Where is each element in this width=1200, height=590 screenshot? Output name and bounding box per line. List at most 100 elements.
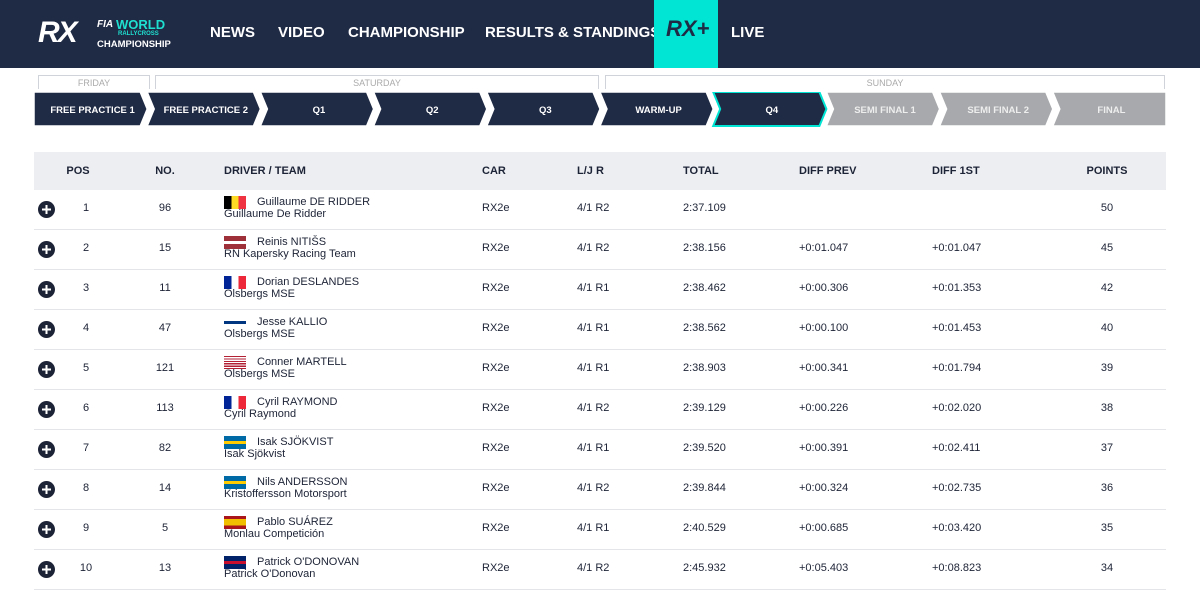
expand-button[interactable] bbox=[38, 481, 55, 498]
result-row: 9 5 Pablo SUÁREZ Monlau Competición RX2e 4/1 … bbox=[34, 510, 1166, 550]
expand-button[interactable] bbox=[38, 521, 55, 538]
lj-round: 4/1 R2 bbox=[577, 202, 610, 214]
session-tab[interactable] bbox=[485, 92, 601, 127]
lj-round: 4/1 R1 bbox=[577, 282, 610, 294]
expand-button[interactable] bbox=[38, 241, 55, 258]
car-number: 113 bbox=[156, 402, 174, 414]
rx-plus-tab[interactable]: RX+ bbox=[654, 0, 718, 68]
driver-name: Reinis NITIŠS bbox=[257, 236, 327, 248]
position: 2 bbox=[82, 242, 90, 254]
driver-name: Dorian DESLANDES bbox=[257, 276, 360, 288]
session-tab[interactable] bbox=[711, 92, 828, 127]
nav-item[interactable]: VIDEO bbox=[278, 24, 325, 41]
points: 45 bbox=[1100, 242, 1114, 254]
plus-icon bbox=[42, 445, 51, 454]
session-tab[interactable] bbox=[372, 92, 488, 127]
position: 6 bbox=[82, 402, 90, 414]
session-tab[interactable] bbox=[825, 92, 941, 127]
flag bbox=[224, 476, 246, 489]
position: 7 bbox=[82, 442, 90, 454]
driver-name: Nils ANDERSSON bbox=[257, 476, 348, 488]
logo-rallycross: RALLYCROSS bbox=[118, 31, 159, 37]
rx-plus-label: RX+ bbox=[666, 16, 710, 41]
nav-item[interactable]: RESULTS & STANDINGS bbox=[485, 24, 661, 41]
nav-item[interactable]: NEWS bbox=[210, 24, 255, 41]
header: RX FIA WORLD RALLYCROSS CHAMPIONSHIP NEW… bbox=[0, 0, 1200, 68]
flag bbox=[224, 236, 246, 249]
expand-button[interactable] bbox=[38, 281, 55, 298]
result-row: 8 14 Nils ANDERSSON Kristoffersson Motorspo… bbox=[34, 470, 1166, 510]
team-name: Patrick O'Donovan bbox=[224, 568, 316, 580]
plus-icon bbox=[42, 285, 51, 294]
car: RX2e bbox=[482, 562, 510, 574]
car: RX2e bbox=[482, 442, 510, 454]
column-header: TOTAL bbox=[683, 165, 719, 177]
logo-mark[interactable]: RX bbox=[38, 16, 78, 49]
logo-fia: FIA bbox=[97, 19, 114, 30]
team-name: Olsbergs MSE bbox=[224, 328, 295, 340]
session-label: Q1 bbox=[313, 105, 326, 116]
car: RX2e bbox=[482, 282, 510, 294]
diff-first: +0:01.794 bbox=[932, 362, 982, 374]
table-header bbox=[34, 152, 1166, 190]
result-row: 1 96 Guillaume DE RIDDER Guillaume De Ridde… bbox=[34, 190, 1166, 230]
column-header: NO. bbox=[155, 165, 175, 177]
team-name: Olsbergs MSE bbox=[224, 288, 295, 300]
column-header: DIFF 1ST bbox=[932, 165, 980, 177]
diff-first: +0:03.420 bbox=[932, 522, 982, 534]
car: RX2e bbox=[482, 522, 510, 534]
result-row: 4 47 Jesse KALLIO Olsbergs MSE RX2e 4/1 R1 2:3… bbox=[34, 310, 1166, 350]
driver-name: Patrick O'DONOVAN bbox=[257, 556, 360, 568]
total-time: 2:37.109 bbox=[683, 202, 726, 214]
nav-item[interactable]: CHAMPIONSHIP bbox=[348, 24, 465, 41]
lj-round: 4/1 R2 bbox=[577, 562, 610, 574]
session-tab[interactable] bbox=[146, 92, 262, 127]
car-number: 14 bbox=[158, 482, 172, 494]
flag bbox=[224, 356, 246, 369]
driver-name: Pablo SUÁREZ bbox=[257, 516, 333, 528]
expand-button[interactable] bbox=[38, 321, 55, 338]
car-number: 5 bbox=[161, 522, 169, 534]
column-header: DIFF PREV bbox=[799, 165, 857, 177]
expand-button[interactable] bbox=[38, 441, 55, 458]
result-row: 6 113 Cyril RAYMOND Cyril Raymond RX2e 4/1 R2… bbox=[34, 390, 1166, 430]
session-tab[interactable] bbox=[259, 92, 375, 127]
expand-button[interactable] bbox=[38, 401, 55, 418]
diff-prev: +0:00.226 bbox=[799, 402, 849, 414]
session-bar: FREE PRACTICE 1 FREE PRACTICE 2 Q1 Q2 Q3 WARM… bbox=[33, 92, 1167, 127]
expand-button[interactable] bbox=[38, 361, 55, 378]
expand-button[interactable] bbox=[38, 201, 55, 218]
diff-prev: +0:05.403 bbox=[799, 562, 849, 574]
result-row: 5 121 Conner MARTELL Olsbergs MSE RX2e 4/1 R1… bbox=[34, 350, 1166, 390]
position: 10 bbox=[79, 562, 93, 574]
points: 40 bbox=[1100, 322, 1114, 334]
points: 36 bbox=[1100, 482, 1114, 494]
column-header: L/J R bbox=[577, 165, 604, 177]
expand-button[interactable] bbox=[38, 561, 55, 578]
session-tab[interactable] bbox=[33, 92, 149, 127]
driver-name: Conner MARTELL bbox=[257, 356, 347, 368]
column-header: POINTS bbox=[1086, 165, 1128, 177]
plus-icon bbox=[42, 565, 51, 574]
diff-first: +0:02.411 bbox=[932, 442, 981, 454]
total-time: 2:38.562 bbox=[683, 322, 726, 334]
diff-first: +0:01.353 bbox=[932, 282, 982, 294]
flag bbox=[224, 556, 246, 569]
points: 50 bbox=[1100, 202, 1114, 214]
lj-round: 4/1 R1 bbox=[577, 522, 610, 534]
flag bbox=[224, 196, 246, 209]
lj-round: 4/1 R1 bbox=[577, 442, 610, 454]
result-row: 3 11 Dorian DESLANDES Olsbergs MSE RX2e 4/1 R… bbox=[34, 270, 1166, 310]
total-time: 2:39.520 bbox=[683, 442, 726, 454]
driver-name: Guillaume DE RIDDER bbox=[257, 196, 371, 208]
total-time: 2:39.844 bbox=[683, 482, 726, 494]
day-label: SATURDAY bbox=[155, 75, 599, 89]
total-time: 2:38.462 bbox=[683, 282, 726, 294]
session-tab[interactable] bbox=[598, 92, 715, 127]
car: RX2e bbox=[482, 402, 510, 414]
car-number: 96 bbox=[158, 202, 172, 214]
nav-item[interactable]: LIVE bbox=[731, 24, 765, 41]
session-tab[interactable] bbox=[938, 92, 1054, 127]
session-tab[interactable] bbox=[1051, 92, 1167, 127]
